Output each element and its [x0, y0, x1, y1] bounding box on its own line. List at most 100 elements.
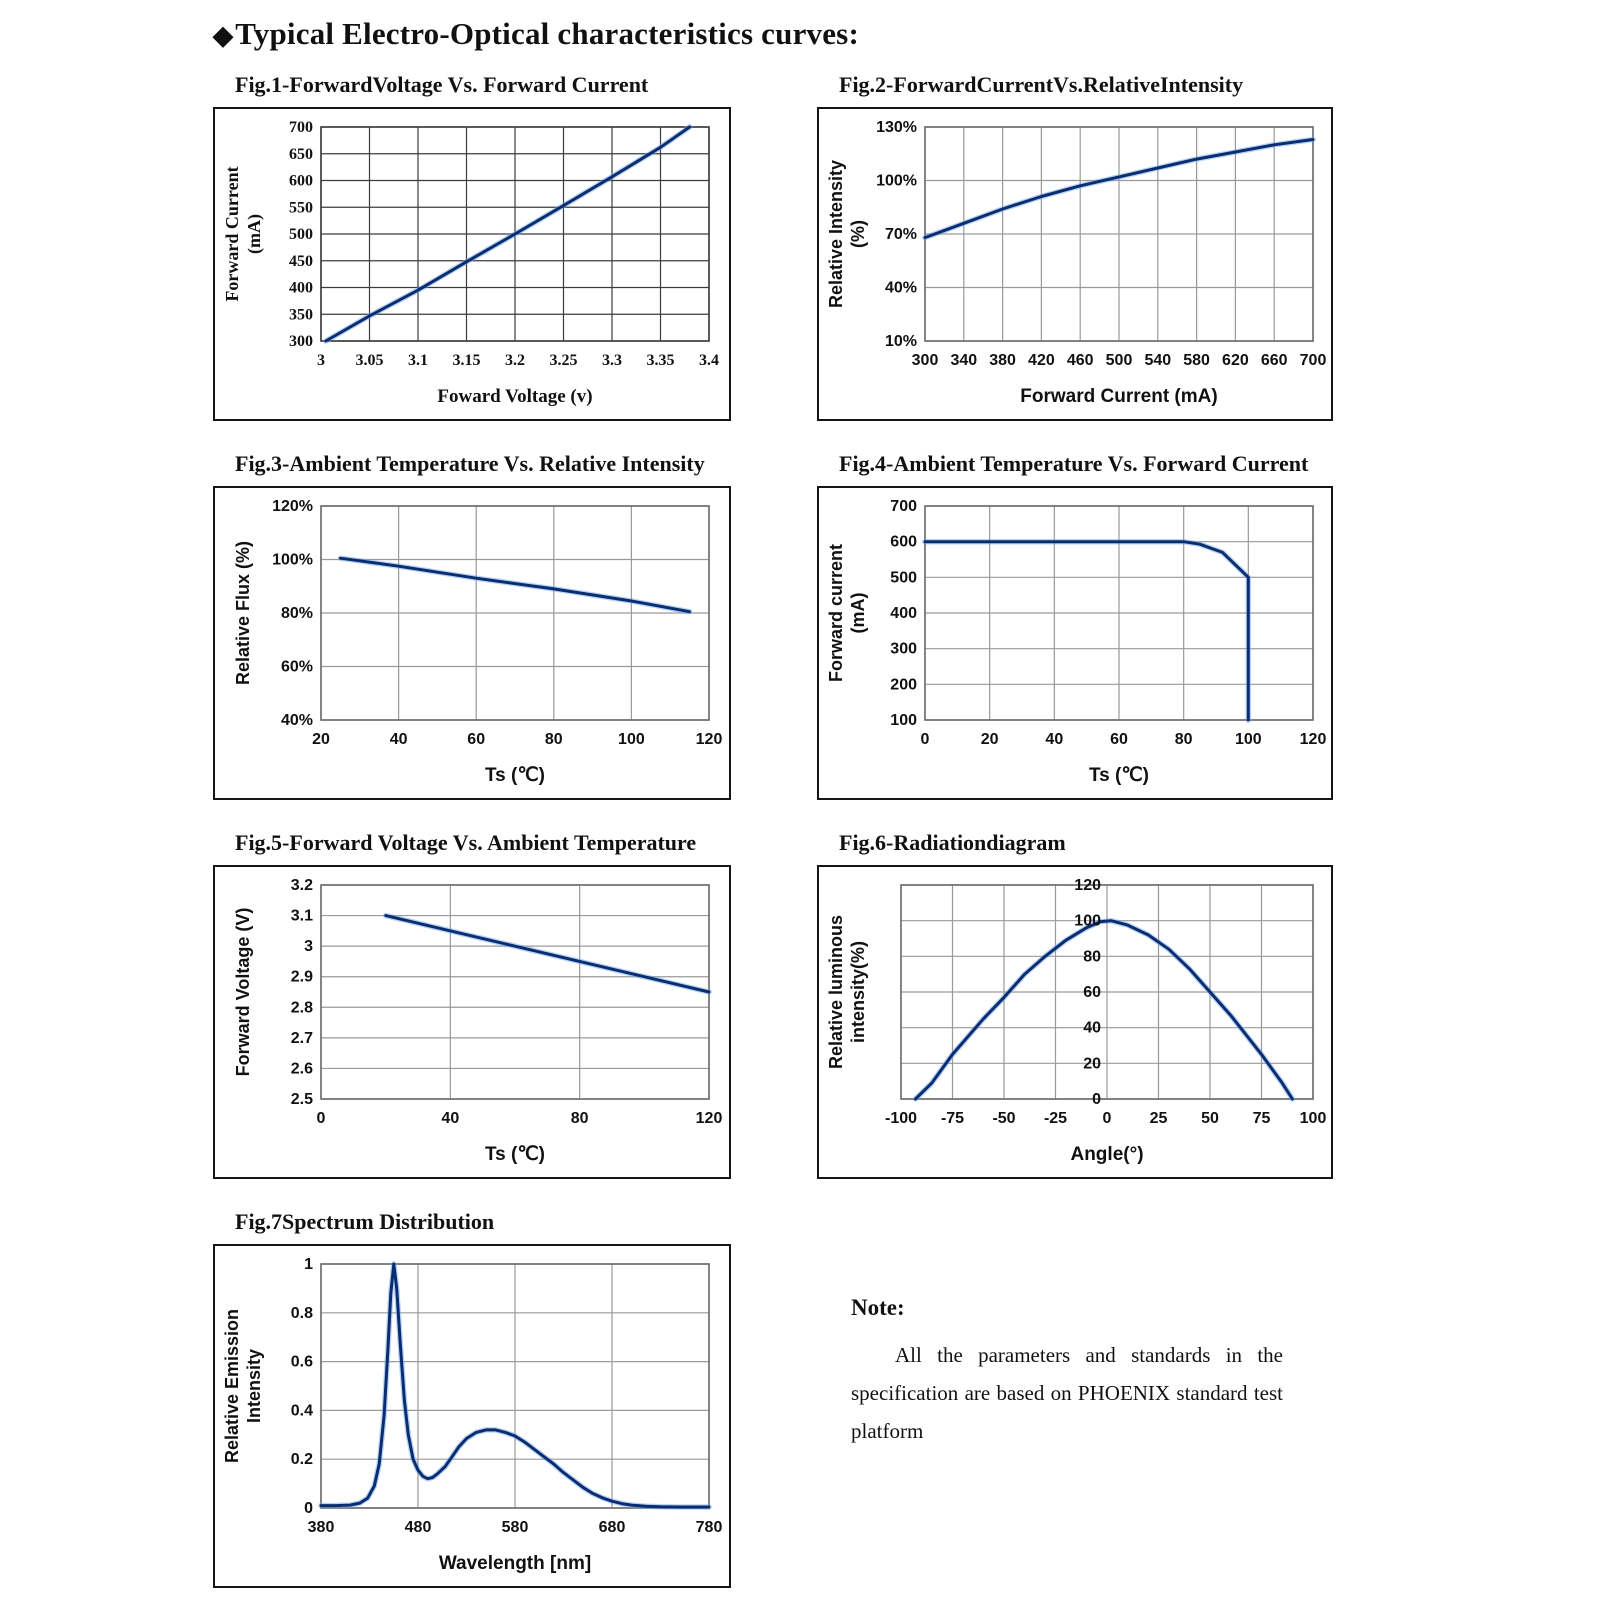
svg-text:100: 100: [890, 712, 917, 729]
svg-text:20: 20: [312, 731, 330, 748]
svg-text:Angle(°): Angle(°): [1070, 1144, 1143, 1165]
svg-text:300: 300: [289, 333, 313, 350]
figure-2-line-chart: 300 340 380 420 460 500 540 580 620 660 700 10% 40% 7…: [826, 119, 1327, 407]
figure-4-caption: Fig.4-Ambient Temperature Vs. Forward Cu…: [839, 451, 1309, 476]
svg-text:100: 100: [618, 731, 645, 748]
svg-text:-50: -50: [992, 1110, 1015, 1127]
figure-6-line-chart: -100 -75 -50 -25 0 25 50 75 100 0 20 40 60 80 100 120 An…: [826, 877, 1327, 1165]
svg-text:540: 540: [1144, 352, 1171, 369]
svg-text:20: 20: [1083, 1055, 1101, 1072]
svg-text:40: 40: [1045, 731, 1063, 748]
figure-6-caption: Fig.6-Radiationdiagram: [839, 830, 1066, 855]
svg-text:3.15: 3.15: [453, 352, 481, 369]
svg-text:0.4: 0.4: [291, 1402, 313, 1419]
svg-text:300: 300: [890, 641, 917, 658]
svg-text:Forward Current: Forward Current: [222, 166, 242, 301]
svg-text:-75: -75: [941, 1110, 964, 1127]
svg-text:380: 380: [989, 352, 1016, 369]
svg-text:580: 580: [1183, 352, 1210, 369]
figure-4-line-chart: 0 20 40 60 80 100 120 100 200 300 400 500 600 700 Ts (…: [826, 498, 1327, 786]
svg-text:600: 600: [289, 173, 313, 190]
figure-7-caption: Fig.7Spectrum Distribution: [235, 1209, 495, 1234]
svg-text:0: 0: [921, 731, 930, 748]
svg-text:40: 40: [441, 1110, 459, 1127]
svg-text:-25: -25: [1044, 1110, 1067, 1127]
svg-text:Relative Flux (%): Relative Flux (%): [233, 541, 253, 685]
figure-1-chart-box: 3 3.05 3.1 3.15 3.2 3.25 3.3 3.35 3.4 300 350 400 45…: [213, 107, 731, 421]
svg-text:480: 480: [405, 1519, 432, 1536]
datasheet-page: ◆Typical Electro-Optical characteristics…: [213, 16, 1335, 1588]
figure-6-chart-box: -100 -75 -50 -25 0 25 50 75 100 0 20 40 60 80 100 120 An…: [817, 865, 1333, 1179]
figure-1: Fig.1-ForwardVoltage Vs. Forward Current…: [213, 72, 731, 421]
svg-text:80: 80: [1175, 731, 1193, 748]
svg-text:60: 60: [1110, 731, 1128, 748]
figure-2: Fig.2-ForwardCurrentVs.RelativeIntensity…: [817, 72, 1333, 421]
svg-text:2.6: 2.6: [291, 1060, 313, 1077]
svg-text:200: 200: [890, 676, 917, 693]
svg-text:680: 680: [599, 1519, 626, 1536]
figure-4-chart-box: 0 20 40 60 80 100 120 100 200 300 400 500 600 700 Ts (…: [817, 486, 1333, 800]
svg-text:580: 580: [502, 1519, 529, 1536]
svg-text:2.7: 2.7: [291, 1030, 313, 1047]
svg-text:400: 400: [289, 280, 313, 297]
svg-text:340: 340: [950, 352, 977, 369]
svg-text:380: 380: [308, 1519, 335, 1536]
svg-text:(%): (%): [848, 220, 868, 248]
svg-text:120%: 120%: [272, 498, 313, 515]
svg-text:25: 25: [1150, 1110, 1168, 1127]
svg-text:3.2: 3.2: [291, 877, 313, 894]
svg-text:80: 80: [545, 731, 563, 748]
figure-6: Fig.6-Radiationdiagram -100 -75 -50 -25 0 25 5…: [817, 830, 1333, 1179]
svg-text:-100: -100: [885, 1110, 917, 1127]
svg-text:100: 100: [1300, 1110, 1327, 1127]
figure-7-line-chart: 380 480 580 680 780 0 0.2 0.4 0.6 0.8 1 Wavelength …: [222, 1256, 722, 1574]
svg-text:460: 460: [1067, 352, 1094, 369]
svg-text:700: 700: [1300, 352, 1327, 369]
svg-text:70%: 70%: [885, 226, 917, 243]
svg-text:Relative luminous: Relative luminous: [826, 915, 846, 1069]
svg-text:300: 300: [912, 352, 939, 369]
svg-text:0: 0: [317, 1110, 326, 1127]
svg-text:500: 500: [1106, 352, 1133, 369]
svg-text:100: 100: [1074, 913, 1101, 930]
svg-text:0: 0: [1103, 1110, 1112, 1127]
svg-text:Relative Emission: Relative Emission: [222, 1309, 242, 1463]
svg-text:intensity(%): intensity(%): [848, 941, 868, 1043]
figure-5-caption: Fig.5-Forward Voltage Vs. Ambient Temper…: [235, 830, 697, 855]
figure-4: Fig.4-Ambient Temperature Vs. Forward Cu…: [817, 451, 1333, 800]
svg-text:3: 3: [317, 352, 325, 369]
svg-text:3.2: 3.2: [505, 352, 525, 369]
svg-text:2.5: 2.5: [291, 1091, 313, 1108]
figure-3-caption: Fig.3-Ambient Temperature Vs. Relative I…: [235, 451, 705, 476]
svg-text:Forward current: Forward current: [826, 544, 846, 682]
svg-text:120: 120: [696, 731, 723, 748]
svg-text:Ts (℃): Ts (℃): [1089, 765, 1149, 786]
svg-text:120: 120: [1300, 731, 1327, 748]
svg-text:3: 3: [304, 938, 313, 955]
svg-text:Wavelength [nm]: Wavelength [nm]: [439, 1553, 591, 1574]
figure-7: Fig.7Spectrum Distribution 380 480 580 680 7…: [213, 1209, 731, 1588]
charts-grid: Fig.1-ForwardVoltage Vs. Forward Current…: [213, 72, 1335, 1588]
svg-text:100: 100: [1235, 731, 1262, 748]
figure-5: Fig.5-Forward Voltage Vs. Ambient Temper…: [213, 830, 731, 1179]
svg-text:450: 450: [289, 253, 313, 270]
diamond-bullet-icon: ◆: [213, 21, 234, 50]
svg-text:3.25: 3.25: [550, 352, 578, 369]
svg-text:0: 0: [304, 1500, 313, 1517]
svg-text:3.35: 3.35: [647, 352, 675, 369]
svg-text:(mA): (mA): [848, 593, 868, 634]
figure-1-line-chart: 3 3.05 3.1 3.15 3.2 3.25 3.3 3.35 3.4 300 350 400 45…: [222, 119, 719, 407]
svg-text:60: 60: [467, 731, 485, 748]
svg-text:Forward Voltage (V): Forward Voltage (V): [233, 908, 253, 1077]
svg-text:2.9: 2.9: [291, 969, 313, 986]
svg-text:Forward Current (mA): Forward Current (mA): [1020, 386, 1217, 407]
svg-text:3.4: 3.4: [699, 352, 719, 369]
svg-text:700: 700: [289, 119, 313, 136]
figure-2-chart-box: 300 340 380 420 460 500 540 580 620 660 700 10% 40% 7…: [817, 107, 1333, 421]
figure-5-chart-box: 0 40 80 120 2.5 2.6 2.7 2.8 2.9 3 3.1 3.2 Ts (℃) Forw…: [213, 865, 731, 1179]
svg-text:3.05: 3.05: [356, 352, 384, 369]
svg-text:2.8: 2.8: [291, 999, 313, 1016]
svg-text:40%: 40%: [281, 712, 313, 729]
svg-text:80: 80: [571, 1110, 589, 1127]
svg-text:Ts (℃): Ts (℃): [485, 1144, 545, 1165]
